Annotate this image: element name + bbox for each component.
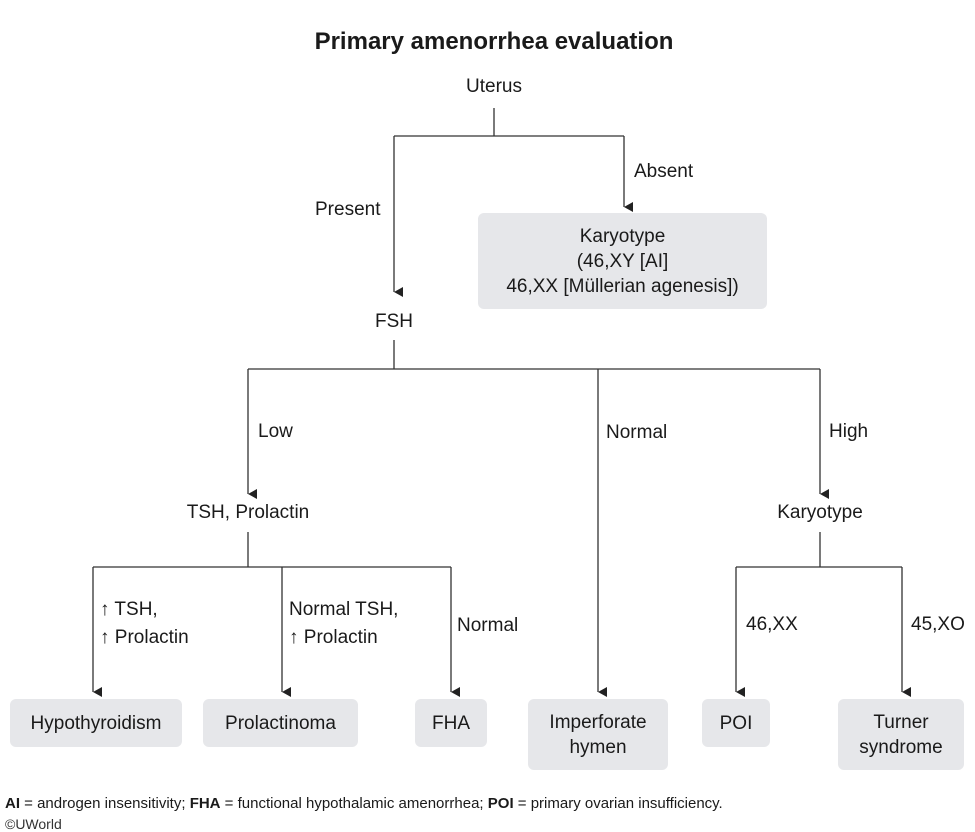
label-absent: Absent [634, 161, 694, 182]
node-karyotype: Karyotype [777, 502, 863, 523]
node-tsh-prolactin: TSH, Prolactin [186, 502, 310, 523]
label-tsh-up: ↑ TSH, [100, 599, 158, 620]
outcome-turner-syndrome: Turner syndrome [838, 699, 964, 770]
label-normal: Normal [606, 422, 668, 443]
diagram-title: Primary amenorrhea evaluation [314, 28, 674, 55]
label-normal-fha: Normal [457, 615, 519, 636]
node-fsh: FSH [375, 311, 413, 332]
abbr-fha: FHA [189, 795, 221, 812]
abbr-ai-definition: = androgen insensitivity; [20, 795, 190, 812]
outcome-karyotype-box: Karyotype (46,XY [AI] 46,XX [Müllerian a… [478, 213, 767, 309]
abbr-poi: POI [487, 795, 514, 812]
label-prolactin-up: ↑ Prolactin [100, 627, 189, 648]
label-high: High [829, 421, 869, 442]
copyright-notice: ©UWorld [5, 816, 62, 832]
label-present: Present [315, 199, 381, 220]
abbr-fha-definition: = functional hypothalamic amenorrhea; [220, 795, 488, 812]
outcome-poi: POI [702, 699, 770, 747]
abbr-poi-definition: = primary ovarian insufficiency. [513, 795, 723, 812]
outcome-imperforate-hymen: Imperforate hymen [528, 699, 668, 770]
label-prolactin-up-2: ↑ Prolactin [289, 627, 378, 648]
outcome-prolactinoma: Prolactinoma [203, 699, 358, 747]
label-46xx: 46,XX [746, 614, 798, 635]
label-low: Low [258, 421, 293, 442]
abbreviation-legend: AI = androgen insensitivity; FHA = funct… [5, 794, 723, 814]
node-uterus: Uterus [466, 76, 522, 97]
label-45xo: 45,XO [911, 614, 965, 635]
label-normal-tsh: Normal TSH, [289, 599, 399, 620]
abbr-ai: AI [5, 795, 20, 812]
outcome-hypothyroidism: Hypothyroidism [10, 699, 182, 747]
outcome-fha: FHA [415, 699, 487, 747]
